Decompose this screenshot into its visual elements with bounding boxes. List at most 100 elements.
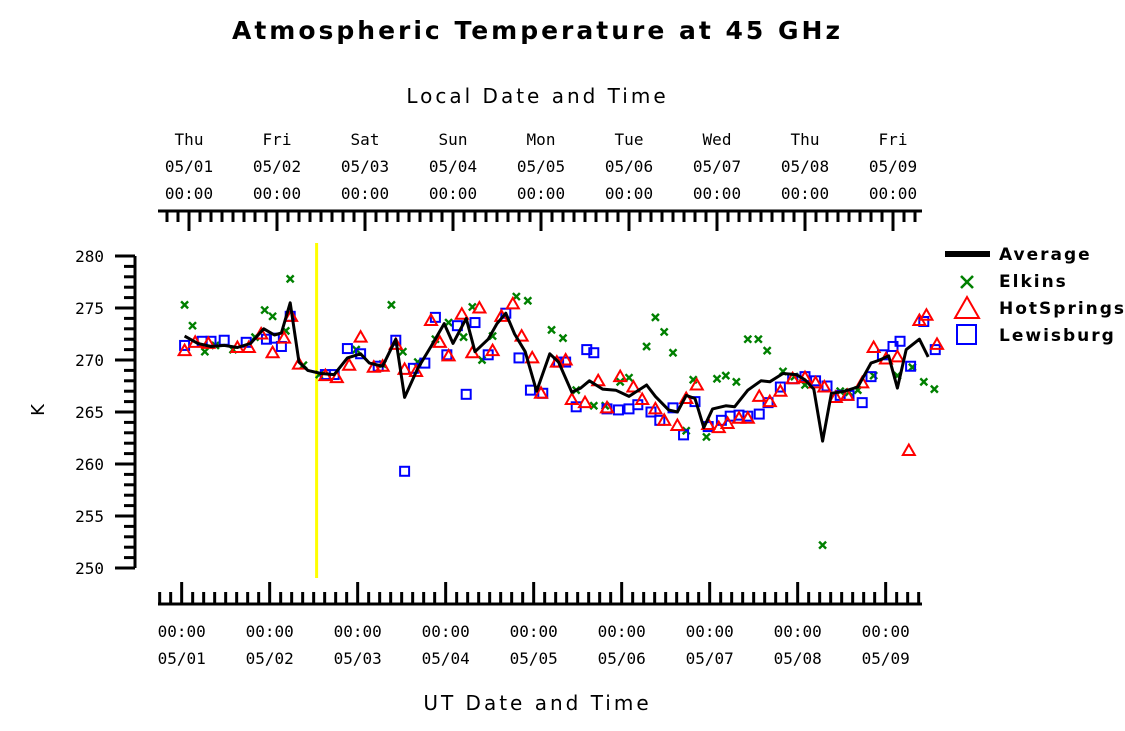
top-tick-time-label: 00:00 [517,184,565,203]
top-tick-date-label: 05/05 [517,157,565,176]
data-point-hotsprings [634,391,650,406]
bottom-tick-date-label: 05/02 [246,649,294,668]
data-point-hotsprings [423,312,439,326]
data-point-elkins [754,334,763,344]
data-point-lewisburg [218,334,230,346]
data-point-hotsprings [283,308,299,322]
data-point-lewisburg [341,343,353,355]
data-point-hotsprings [784,370,801,385]
bottom-tick-date-label: 05/05 [510,649,558,668]
data-point-hotsprings [689,376,705,391]
top-tick-time-label: 00:00 [781,184,829,203]
data-point-lewisburg [469,317,481,329]
data-point-hotsprings [839,387,855,401]
legend-item-elkins: Elkins [960,272,1068,292]
legend-label-hotsprings: HotSprings [999,299,1125,319]
data-point-lewisburg [513,352,525,364]
top-tick-date-label: 05/06 [605,157,653,176]
data-point-hotsprings [918,307,935,321]
data-point-lewisburg [612,404,624,416]
data-point-hotsprings [772,383,789,397]
data-point-hotsprings [366,359,382,373]
legend-label-lewisburg: Lewisburg [999,326,1116,346]
data-point-hotsprings [807,374,824,389]
bottom-tick-date-label: 05/03 [334,649,382,668]
data-point-hotsprings [200,335,217,349]
top-tick-time-label: 00:00 [693,184,741,203]
data-point-elkins [651,313,660,322]
y-tick-label: 260 [75,455,104,474]
bottom-tick-time-label: 00:00 [774,622,822,641]
data-point-lewisburg [918,316,930,328]
data-point-elkins [200,347,210,357]
data-point-hotsprings [740,410,756,424]
data-point-lewisburg [645,406,657,418]
data-point-elkins [712,374,722,384]
data-point-elkins [180,300,189,310]
legend-item-lewisburg: Lewisburg [956,324,1116,346]
data-point-hotsprings [564,391,580,406]
bottom-tick-date-label: 05/07 [686,649,734,668]
bottom-tick-time-label: 00:00 [334,622,382,641]
top-axis-title: Local Date and Time [406,84,669,108]
x-axis-title: UT Date and Time [423,691,652,715]
top-tick-time-label: 00:00 [165,184,213,203]
data-point-hotsprings [505,295,521,310]
data-point-hotsprings [176,342,193,357]
data-point-hotsprings [828,389,844,403]
data-point-lewisburg [865,371,877,383]
data-point-hotsprings [577,394,593,409]
bottom-tick-time-label: 00:00 [422,622,470,641]
data-point-lewisburg [623,403,635,415]
legend-item-average: Average [945,245,1092,265]
data-point-elkins [930,384,939,394]
data-point-hotsprings [557,351,574,366]
bottom-tick-date-label: 05/01 [158,649,206,668]
legend-label-elkins: Elkins [999,272,1068,292]
data-point-hotsprings [865,339,882,354]
bottom-tick-time-label: 00:00 [598,622,646,641]
bottom-tick-time-label: 00:00 [686,622,734,641]
data-point-hotsprings [889,348,906,363]
legend-item-hotsprings: HotSprings [953,294,1125,319]
data-point-hotsprings [816,379,833,393]
y-tick-label: 275 [75,299,104,318]
top-tick-date-label: 05/01 [165,157,213,176]
top-tick-date-label: 05/04 [429,157,477,176]
legend-swatch-lewisburg [956,324,977,345]
top-tick-day-label: Thu [791,130,820,149]
top-tick-day-label: Sun [439,130,468,149]
legend-swatch-elkins [960,275,974,289]
data-point-hotsprings [432,334,448,348]
data-point-hotsprings [264,344,281,359]
top-tick-day-label: Fri [879,130,908,149]
legend: Average Elkins HotSprings Lewisburg [945,245,1125,346]
top-tick-date-label: 05/09 [869,157,917,176]
top-tick-time-label: 00:00 [341,184,389,203]
top-tick-time-label: 00:00 [605,184,653,203]
bottom-tick-time-label: 00:00 [510,622,558,641]
data-point-elkins [459,332,468,342]
top-tick-date-label: 05/03 [341,157,389,176]
top-tick-date-label: 05/08 [781,157,829,176]
top-tick-day-label: Wed [703,130,732,149]
data-point-elkins [523,296,533,306]
data-point-hotsprings [524,349,540,364]
data-point-hotsprings [762,393,778,408]
bottom-tick-date-label: 05/08 [774,649,822,668]
data-point-elkins [547,325,556,335]
bottom-tick-date-label: 05/09 [862,649,910,668]
data-point-elkins [558,333,568,343]
legend-label-average: Average [999,245,1092,265]
data-point-elkins [188,321,197,331]
data-point-hotsprings [625,379,642,393]
data-point-elkins [285,274,295,284]
data-point-hotsprings [929,336,945,350]
data-point-hotsprings [484,342,501,357]
top-tick-time-label: 00:00 [869,184,917,203]
bottom-tick-time-label: 00:00 [158,622,206,641]
data-point-lewisburg [581,344,593,356]
data-point-hotsprings [599,399,615,414]
data-point-elkins [659,327,669,337]
data-point-hotsprings [352,329,369,343]
